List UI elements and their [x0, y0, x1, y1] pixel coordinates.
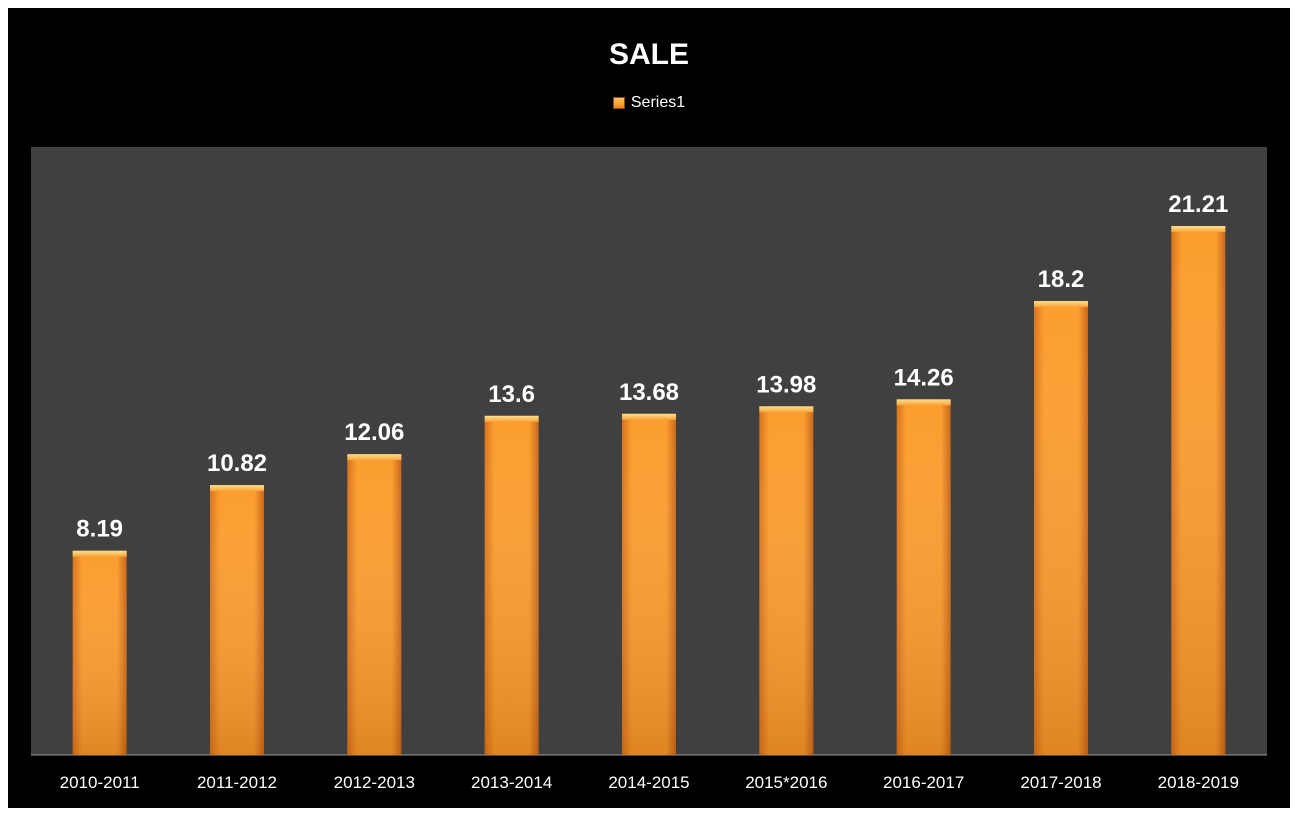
bar-shade — [347, 454, 402, 755]
bar-shade — [1034, 301, 1088, 755]
data-label: 13.6 — [488, 381, 535, 408]
bar-cap — [347, 454, 402, 461]
x-tick-label: 2014-2015 — [608, 773, 689, 792]
bar-cap — [484, 415, 539, 422]
bar-cap — [896, 399, 951, 406]
bar-shade — [210, 485, 264, 755]
data-label: 10.82 — [207, 450, 267, 477]
bar-cap — [1034, 301, 1088, 308]
bar-2017-2018 — [1034, 301, 1088, 755]
chart-title: SALE — [608, 38, 689, 71]
data-label: 18.2 — [1038, 266, 1085, 293]
bar-cap — [72, 550, 127, 557]
bar-2012-2013 — [347, 454, 402, 755]
bar-2013-2014 — [484, 415, 539, 755]
x-tick-label: 2018-2019 — [1158, 773, 1239, 792]
data-label: 12.06 — [344, 419, 404, 446]
bar-shade — [622, 413, 676, 755]
bar-2018-2019 — [1171, 226, 1226, 756]
x-tick-label: 2010-2011 — [60, 773, 140, 792]
x-tick-label: 2011-2012 — [197, 773, 277, 792]
bar-cap — [1171, 226, 1226, 233]
bar-2015*2016 — [759, 406, 814, 755]
x-tick-labels-group: 2010-2011 2011-2012 2012-2013 2013-2014 2014… — [60, 773, 1239, 792]
data-label: 8.19 — [76, 516, 123, 543]
legend: Series1 — [8, 94, 1290, 112]
x-tick-label: 2015*2016 — [745, 773, 827, 792]
x-tick-label: 2013-2014 — [471, 773, 552, 792]
data-label: 13.98 — [756, 371, 816, 398]
data-label: 14.26 — [894, 364, 954, 391]
x-tick-label: 2012-2013 — [334, 773, 415, 792]
bar-shade — [484, 415, 539, 755]
chart-frame: SALE Series1 8.19 10.82 12.06 13.6 13.68 13. — [8, 8, 1290, 808]
bar-cap — [210, 485, 264, 492]
bars-group — [72, 226, 1226, 756]
x-tick-label: 2017-2018 — [1020, 773, 1101, 792]
bar-2011-2012 — [210, 485, 264, 755]
legend-label: Series1 — [630, 94, 686, 111]
bar-cap — [622, 413, 676, 420]
data-label: 21.21 — [1168, 191, 1228, 218]
bar-cap — [759, 406, 814, 413]
chart-svg: 8.19 10.82 12.06 13.6 13.68 13.98 14.26 18.2 21.… — [31, 147, 1267, 792]
bar-2014-2015 — [622, 413, 676, 755]
bar-shade — [1171, 226, 1226, 756]
bar-shade — [896, 399, 951, 755]
bar-2016-2017 — [896, 399, 951, 755]
bar-shade — [72, 550, 127, 755]
x-tick-label: 2016-2017 — [883, 773, 964, 792]
bar-2010-2011 — [72, 550, 127, 755]
legend-swatch — [612, 97, 625, 109]
bar-shade — [759, 406, 814, 755]
data-label: 13.68 — [619, 379, 679, 406]
data-labels-group: 8.19 10.82 12.06 13.6 13.68 13.98 14.26 18.2 21.… — [76, 191, 1228, 543]
